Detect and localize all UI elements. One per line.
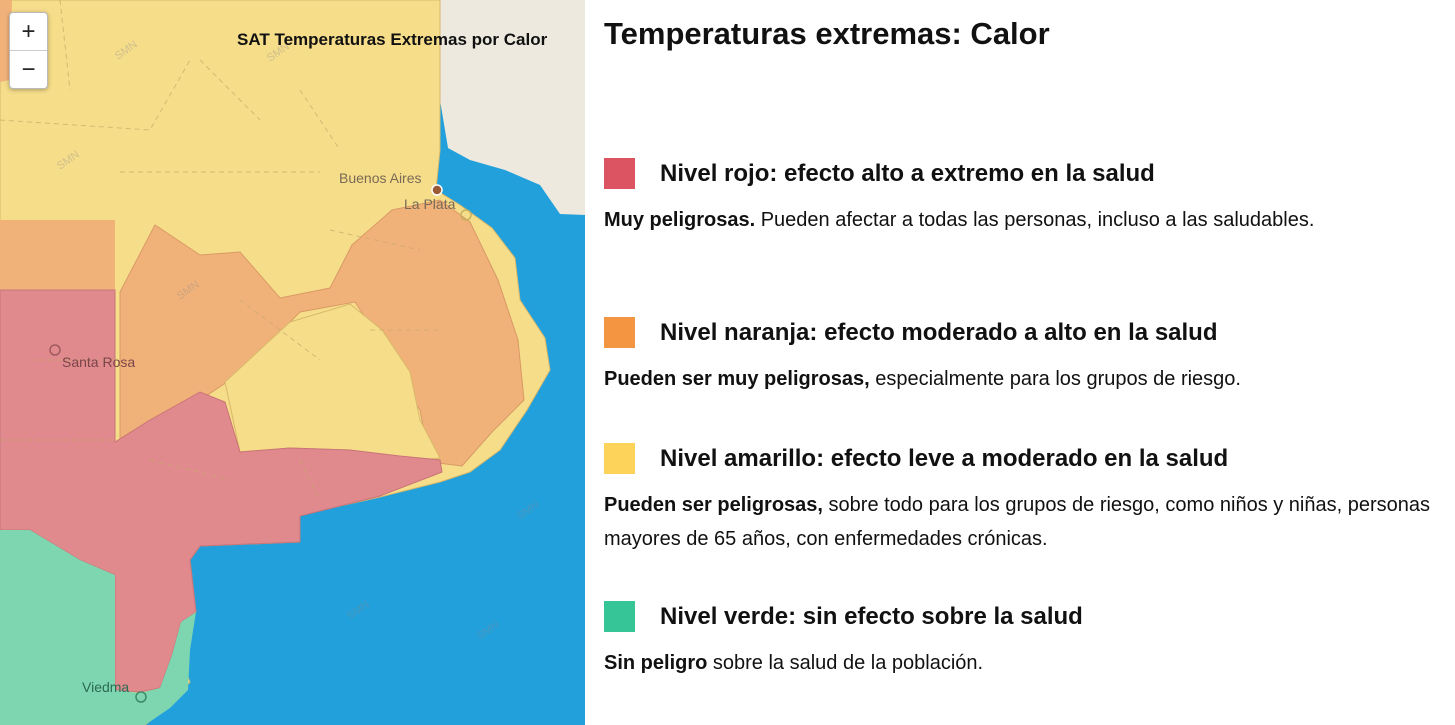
viedma-marker (135, 691, 147, 703)
zoom-out-button[interactable]: − (21, 56, 36, 83)
level-orange: Nivel naranja: efecto moderado a alto en… (604, 317, 1434, 396)
level-yellow: Nivel amarillo: efecto leve a moderado e… (604, 443, 1434, 556)
map-regions: SMN SMN SMN SMN SMN SMN SMN (0, 0, 585, 725)
level-green: Nivel verde: sin efecto sobre la salud S… (604, 601, 1434, 680)
la-plata-marker (460, 209, 472, 221)
department-borders (0, 0, 440, 501)
level-text: sobre todo para los grupos de riesgo, co… (604, 494, 1431, 550)
svg-text:SMN: SMN (515, 499, 542, 523)
green-swatch (604, 601, 635, 632)
level-emphasis: Muy peligrosas. (604, 209, 756, 231)
level-text: especialmente para los grupos de riesgo. (869, 368, 1241, 390)
level-emphasis: Pueden ser peligrosas, (604, 494, 823, 516)
green-region (0, 530, 196, 725)
zoom-control: + − (9, 12, 48, 89)
red-swatch (604, 158, 635, 189)
alert-map[interactable]: SMN SMN SMN SMN SMN SMN SMN Buenos Aires… (0, 0, 585, 725)
level-emphasis: Sin peligro (604, 652, 708, 674)
buenos-aires-marker (431, 184, 443, 196)
uruguay-land (440, 0, 585, 215)
zoom-in-button[interactable]: + (10, 13, 47, 51)
map-title: SAT Temperaturas Extremas por Calor (237, 30, 548, 49)
level-heading: Nivel verde: sin efecto sobre la salud (660, 602, 1083, 630)
level-heading: Nivel naranja: efecto moderado a alto en… (660, 318, 1218, 346)
level-description: Pueden ser peligrosas, sobre todo para l… (604, 488, 1434, 556)
level-description: Muy peligrosas. Pueden afectar a todas l… (604, 203, 1434, 237)
level-text: Pueden afectar a todas las personas, inc… (755, 209, 1315, 231)
level-heading: Nivel amarillo: efecto leve a moderado e… (660, 444, 1229, 472)
level-description: Sin peligro sobre la salud de la poblaci… (604, 646, 1434, 680)
city-label-buenos-aires: Buenos Aires (339, 170, 422, 186)
orange-region-west (0, 220, 115, 292)
level-emphasis: Pueden ser muy peligrosas, (604, 368, 870, 390)
city-label-viedma: Viedma (82, 679, 130, 695)
level-heading: Nivel rojo: efecto alto a extremo en la … (660, 159, 1155, 187)
santa-rosa-marker (49, 344, 61, 356)
city-label-la-plata: La Plata (404, 196, 456, 212)
yellow-swatch (604, 443, 635, 474)
svg-text:SMN: SMN (475, 619, 502, 643)
city-label-santa-rosa: Santa Rosa (62, 354, 136, 370)
orange-swatch (604, 317, 635, 348)
level-description: Pueden ser muy peligrosas, especialmente… (604, 362, 1434, 396)
level-red: Nivel rojo: efecto alto a extremo en la … (604, 158, 1434, 237)
page-title: Temperaturas extremas: Calor (604, 16, 1050, 51)
svg-text:SMN: SMN (345, 599, 372, 623)
level-text: sobre la salud de la población. (707, 652, 984, 674)
